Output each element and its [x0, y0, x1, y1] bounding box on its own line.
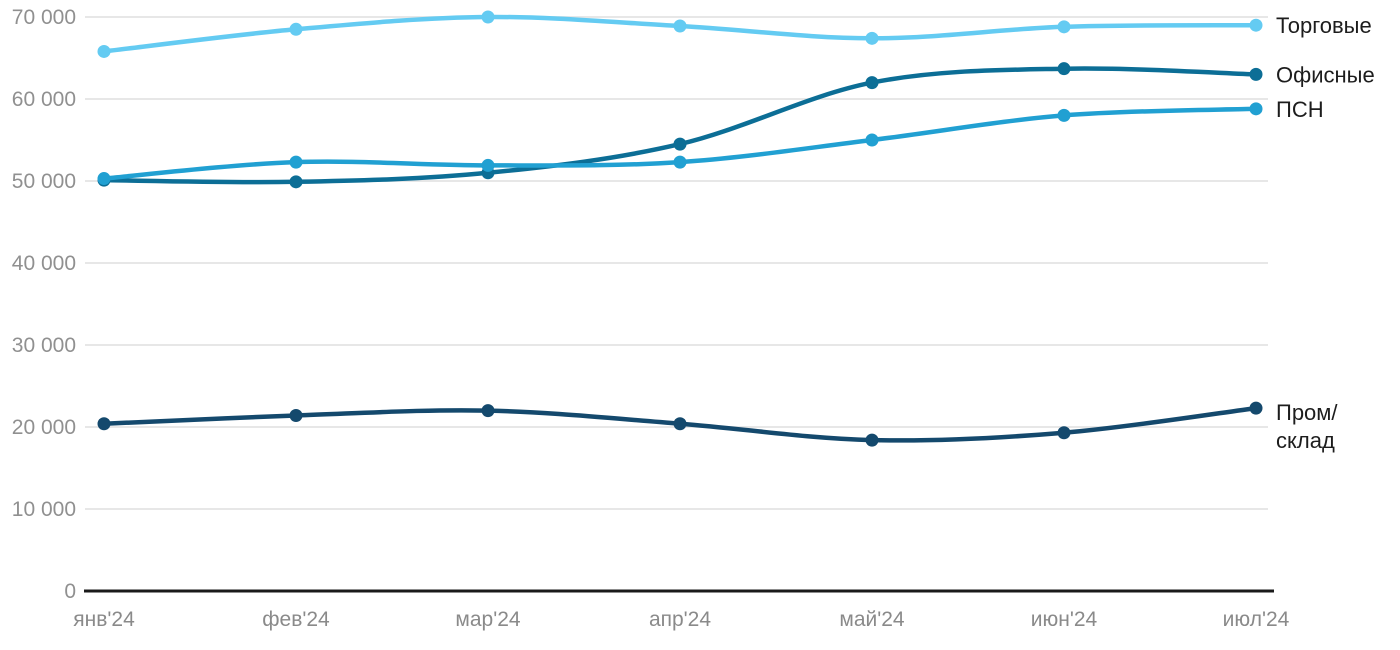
- data-point-Офисные[interactable]: [1249, 67, 1263, 81]
- y-axis-tick-label: 70 000: [12, 6, 76, 29]
- data-point-Пром/склад[interactable]: [1057, 426, 1071, 440]
- data-point-ПСН[interactable]: [673, 155, 687, 169]
- data-point-Торговые[interactable]: [1057, 20, 1071, 34]
- data-point-ПСН[interactable]: [1057, 108, 1071, 122]
- data-point-Торговые[interactable]: [865, 31, 879, 45]
- y-axis-tick-label: 20 000: [12, 416, 76, 439]
- y-axis-tick-label: 60 000: [12, 88, 76, 111]
- data-point-ПСН[interactable]: [1249, 102, 1263, 116]
- x-axis-tick-label: фев'24: [262, 608, 330, 631]
- data-point-Пром/склад[interactable]: [1249, 401, 1263, 415]
- data-point-Пром/склад[interactable]: [865, 433, 879, 447]
- data-point-Офисные[interactable]: [673, 137, 687, 151]
- series-end-label-Офисные: Офисные: [1276, 62, 1375, 87]
- x-axis-tick-label: май'24: [839, 608, 905, 631]
- data-point-Торговые[interactable]: [97, 44, 111, 58]
- data-point-Офисные[interactable]: [865, 76, 879, 90]
- data-point-Пром/склад[interactable]: [289, 409, 303, 423]
- data-point-Пром/склад[interactable]: [481, 404, 495, 418]
- data-point-ПСН[interactable]: [289, 155, 303, 169]
- data-point-Торговые[interactable]: [289, 22, 303, 36]
- data-point-Офисные[interactable]: [1057, 62, 1071, 76]
- x-axis-tick-label: апр'24: [649, 608, 711, 631]
- data-point-Торговые[interactable]: [1249, 18, 1263, 32]
- x-axis-tick-label: янв'24: [73, 608, 135, 631]
- data-point-Пром/склад[interactable]: [97, 417, 111, 431]
- y-axis-tick-label: 10 000: [12, 498, 76, 521]
- y-axis-tick-label: 50 000: [12, 170, 76, 193]
- x-axis-tick-label: июн'24: [1031, 608, 1098, 631]
- y-axis-tick-label: 0: [64, 580, 76, 603]
- data-point-Торговые[interactable]: [673, 19, 687, 33]
- data-point-Торговые[interactable]: [481, 10, 495, 24]
- series-end-label-Торговые: Торговые: [1276, 13, 1372, 38]
- data-point-ПСН[interactable]: [865, 133, 879, 147]
- y-axis-tick-label: 30 000: [12, 334, 76, 357]
- data-point-ПСН[interactable]: [481, 158, 495, 172]
- data-point-Офисные[interactable]: [289, 175, 303, 189]
- series-end-label-ПСН: ПСН: [1276, 97, 1324, 122]
- data-point-ПСН[interactable]: [97, 172, 111, 186]
- x-axis-tick-label: мар'24: [455, 608, 520, 631]
- y-axis-tick-label: 40 000: [12, 252, 76, 275]
- series-end-label-Пром/склад: Пром/склад: [1276, 400, 1338, 453]
- data-point-Пром/склад[interactable]: [673, 417, 687, 431]
- x-axis-tick-label: июл'24: [1223, 608, 1290, 631]
